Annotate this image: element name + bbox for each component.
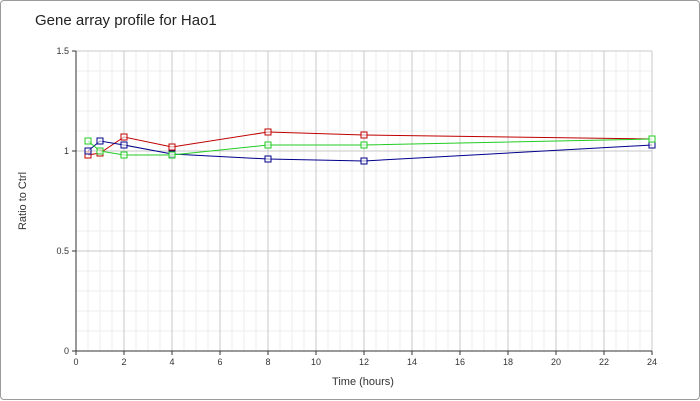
data-point [360, 131, 368, 139]
data-point [264, 155, 272, 163]
x-tick-label: 20 [551, 357, 561, 367]
data-point [360, 157, 368, 165]
data-point [264, 141, 272, 149]
x-tick-label: 4 [169, 357, 174, 367]
y-tick-label: 0 [64, 346, 69, 356]
x-axis-label: Time (hours) [332, 376, 394, 388]
y-tick-label: 1 [64, 146, 69, 156]
x-tick-label: 0 [73, 357, 78, 367]
x-tick-labels: 0 2 4 6 8 10 12 14 16 18 20 22 24 [73, 357, 657, 367]
y-tick-labels: 0 0.5 1 1.5 [56, 46, 69, 356]
data-point [648, 141, 656, 149]
data-point [264, 128, 272, 136]
data-point [648, 135, 656, 143]
data-point [120, 141, 128, 149]
x-tick-label: 6 [217, 357, 222, 367]
x-tick-label: 24 [647, 357, 657, 367]
y-axis-label: Ratio to Ctrl [17, 172, 29, 230]
x-tick-label: 2 [121, 357, 126, 367]
data-point [120, 151, 128, 159]
data-point [84, 147, 92, 155]
x-tick-label: 10 [311, 357, 321, 367]
major-grid [75, 50, 653, 352]
series-3 [84, 135, 656, 159]
x-tick-label: 12 [359, 357, 369, 367]
y-tick-label: 1.5 [56, 46, 69, 56]
data-point [168, 151, 176, 159]
y-tick-label: 0.5 [56, 246, 69, 256]
axes [72, 50, 653, 355]
data-point [168, 143, 176, 151]
series-layer [84, 128, 656, 165]
x-tick-label: 16 [455, 357, 465, 367]
data-point [84, 137, 92, 145]
x-tick-label: 8 [265, 357, 270, 367]
data-point [96, 137, 104, 145]
x-tick-label: 14 [407, 357, 417, 367]
data-point [360, 141, 368, 149]
x-tick-label: 22 [599, 357, 609, 367]
data-point [120, 133, 128, 141]
chart-title: Gene array profile for Hao1 [35, 12, 217, 29]
data-point [96, 147, 104, 155]
x-tick-label: 18 [503, 357, 513, 367]
